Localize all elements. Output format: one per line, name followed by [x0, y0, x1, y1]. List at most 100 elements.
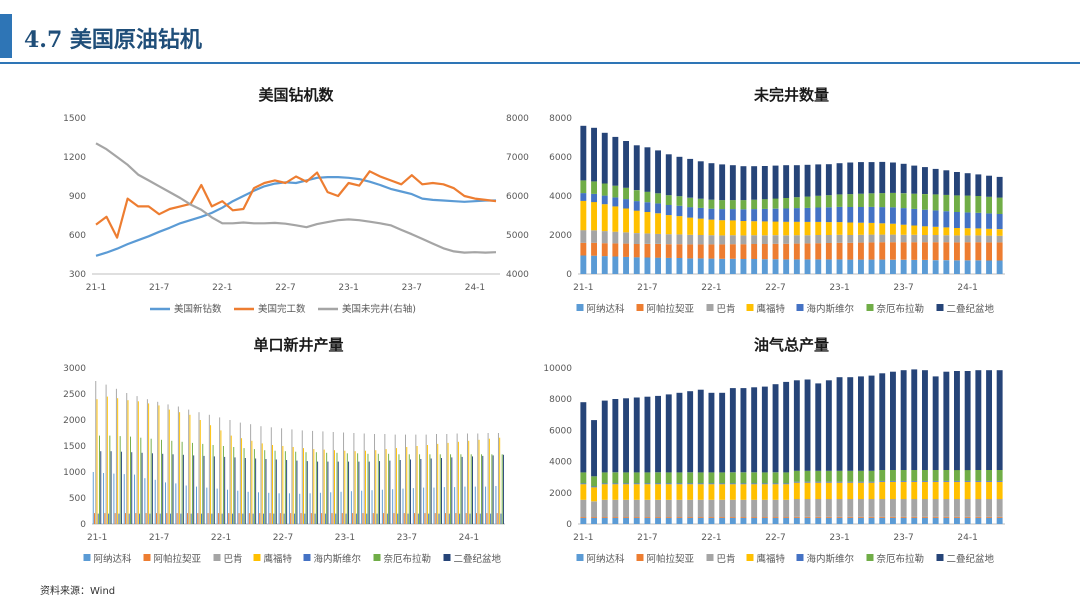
bar-segment-s5	[815, 470, 822, 482]
bar-segment-s4	[623, 199, 629, 209]
bar-segment-s4	[890, 480, 896, 482]
bar-s4	[417, 513, 419, 524]
bar-s1	[414, 513, 416, 524]
bar-segment-s2	[815, 235, 822, 244]
bar-s1	[290, 513, 292, 524]
bar-segment-s4	[943, 211, 950, 228]
bar-segment-s6	[601, 400, 608, 473]
bar-segment-s1	[868, 242, 875, 260]
bar-s0	[288, 493, 290, 524]
bar-s3	[447, 442, 449, 524]
bar-segment-s0	[932, 517, 939, 524]
bar-s6	[472, 456, 473, 524]
chart-total-production: 油气总产量 0 2000 4000 6000 8000 10000 21-1 21-7 22-1 2…	[540, 330, 1020, 575]
bar-segment-s6	[697, 389, 704, 473]
bar-segment-s1	[783, 517, 790, 518]
bar-segment-s0	[612, 517, 619, 524]
bar-segment-s6	[761, 386, 768, 473]
bar-s4	[201, 513, 202, 524]
x-tick-label: 21-1	[573, 533, 593, 543]
bar-s0	[350, 491, 352, 524]
bar-s5	[357, 453, 359, 524]
bar-segment-s6	[751, 166, 758, 200]
bar-s3	[406, 447, 408, 524]
bar-segment-s1	[890, 517, 896, 518]
bar-segment-s5	[825, 470, 832, 482]
bar-segment-s4	[687, 207, 694, 218]
bar-s6	[244, 458, 246, 524]
bar-segment-s4	[783, 208, 790, 222]
bar-s5	[408, 454, 410, 524]
bar-s0	[412, 488, 414, 524]
bar-segment-s4	[868, 481, 875, 483]
bar-segment-s4	[911, 208, 918, 226]
bar-s0	[423, 487, 425, 524]
legend-swatch	[576, 554, 584, 561]
bar-segment-s0	[879, 259, 886, 274]
bar-segment-s5	[943, 194, 950, 212]
bar-segment-s6	[890, 162, 896, 193]
bar-s3	[303, 448, 304, 524]
bar-segment-s4	[943, 480, 950, 482]
bar-s2	[260, 426, 262, 524]
bar-s4	[128, 513, 130, 524]
bar-s6	[275, 459, 277, 524]
bar-segment-s0	[858, 259, 864, 274]
bar-s1	[155, 513, 157, 524]
bar-s4	[490, 513, 492, 524]
legend-swatch	[936, 554, 944, 561]
bar-segment-s1	[847, 517, 854, 518]
bar-s4	[262, 513, 264, 524]
legend-label: 海内斯维尔	[807, 303, 855, 315]
bar-segment-s3	[687, 484, 694, 500]
bar-segment-s4	[975, 480, 982, 482]
bar-s4	[180, 513, 182, 524]
bar-segment-s5	[943, 470, 950, 481]
bar-s0	[227, 489, 228, 524]
bar-segment-s6	[772, 165, 779, 199]
bar-segment-s1	[900, 517, 907, 518]
bar-segment-s4	[591, 486, 597, 488]
bar-segment-s6	[751, 387, 758, 473]
bar-segment-s4	[836, 206, 843, 223]
bar-segment-s2	[740, 235, 747, 245]
bar-s2	[405, 434, 406, 524]
bar-s3	[261, 443, 263, 524]
x-tick-label: 22-1	[701, 533, 721, 543]
bar-s5	[460, 454, 462, 524]
bar-s0	[123, 474, 125, 524]
bar-segment-s6	[591, 420, 597, 477]
bar-segment-s1	[729, 244, 736, 259]
bar-segment-s1	[687, 244, 694, 259]
bar-segment-s6	[900, 163, 907, 194]
y-tick-label: 0	[80, 520, 86, 530]
bar-segment-s1	[591, 242, 597, 256]
chart-title: 美国钻机数	[258, 86, 334, 104]
bar-segment-s3	[708, 219, 715, 236]
bar-s1	[135, 513, 137, 524]
y-tick-label: 2000	[549, 489, 572, 499]
bar-segment-s3	[922, 226, 928, 235]
legend-label: 奈厄布拉勒	[877, 553, 925, 565]
bar-segment-s6	[740, 388, 747, 473]
bar-segment-s5	[996, 197, 1003, 214]
bar-segment-s0	[890, 259, 896, 274]
bar-s3	[282, 446, 284, 524]
bar-segment-s4	[601, 483, 608, 485]
bar-segment-s4	[644, 483, 651, 485]
bar-segment-s2	[633, 233, 640, 244]
bar-segment-s3	[644, 484, 651, 500]
bar-segment-s3	[900, 224, 907, 235]
bar-s1	[197, 513, 199, 524]
bar-s5	[119, 436, 121, 524]
bar-s3	[364, 450, 366, 524]
bar-segment-s6	[708, 392, 715, 473]
bar-s6	[151, 453, 153, 524]
legend-label: 二叠纪盆地	[947, 303, 995, 315]
bar-segment-s5	[783, 198, 790, 209]
bar-segment-s4	[922, 209, 928, 227]
bar-segment-s4	[591, 193, 597, 203]
bar-s2	[446, 434, 448, 524]
bar-segment-s2	[986, 235, 992, 243]
bar-s2	[167, 404, 169, 524]
